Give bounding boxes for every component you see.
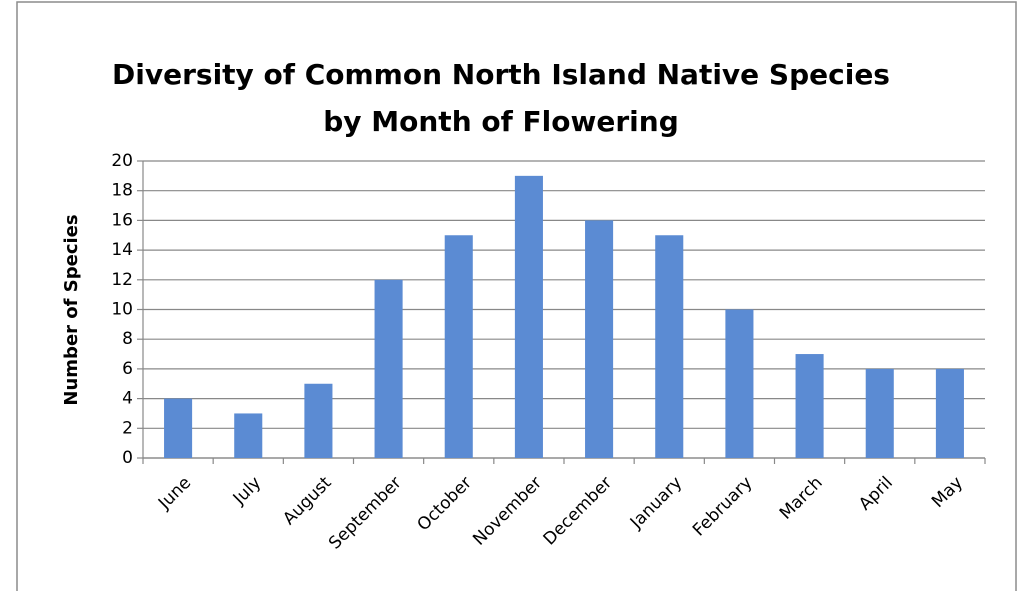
y-axis-label: Number of Species [61, 214, 82, 405]
bar [585, 220, 614, 458]
bar [304, 383, 333, 458]
bar [234, 413, 263, 458]
y-tick-label: 18 [111, 181, 133, 201]
bar [655, 235, 684, 458]
chart-title: Diversity of Common North Island Native … [112, 58, 890, 91]
y-tick-label: 16 [111, 210, 133, 230]
y-tick-label: 14 [111, 240, 133, 260]
bar [725, 309, 754, 458]
bar [795, 354, 824, 458]
bar [865, 368, 894, 458]
y-tick-label: 20 [111, 151, 133, 171]
bar [164, 398, 193, 458]
bar [514, 175, 543, 458]
bar [444, 235, 473, 458]
chart-title: by Month of Flowering [323, 105, 679, 138]
y-tick-label: 8 [122, 329, 133, 349]
y-tick-label: 12 [111, 270, 133, 290]
y-tick-label: 2 [122, 418, 133, 438]
y-tick-label: 0 [122, 448, 133, 468]
y-tick-label: 10 [111, 300, 133, 320]
bar [935, 368, 964, 458]
y-tick-label: 6 [122, 359, 133, 379]
y-tick-label: 4 [122, 389, 133, 409]
bar [374, 279, 403, 458]
